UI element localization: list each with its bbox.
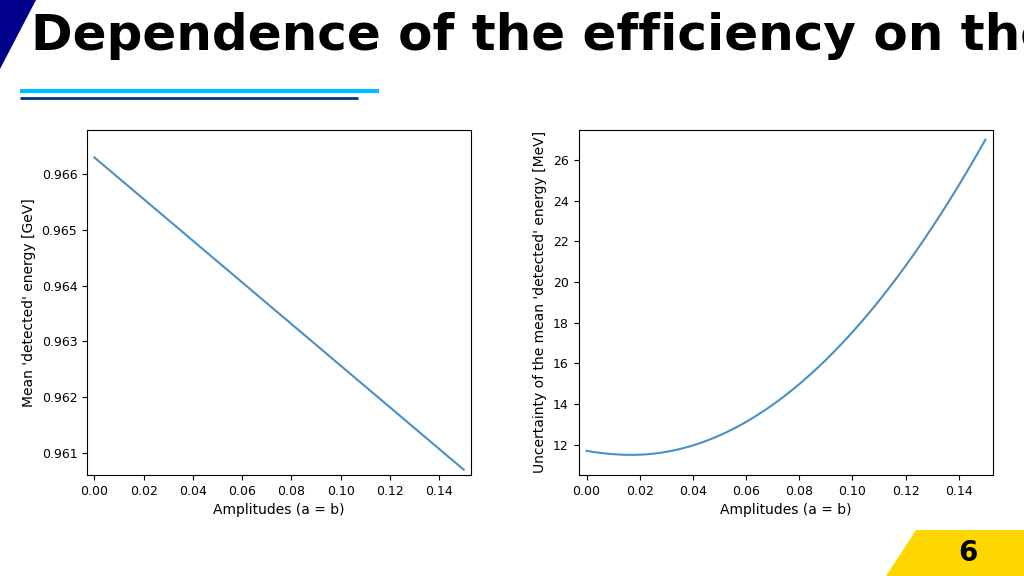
Polygon shape [0, 0, 36, 69]
X-axis label: Amplitudes (a = b): Amplitudes (a = b) [720, 503, 852, 517]
Text: 10.10.2024: 10.10.2024 [15, 544, 121, 562]
Polygon shape [886, 530, 1024, 576]
Y-axis label: Mean 'detected' energy [GeV]: Mean 'detected' energy [GeV] [22, 198, 36, 407]
Text: Denys Klekots denys.klekots@cern.ch: Denys Klekots denys.klekots@cern.ch [354, 544, 670, 562]
Text: Dependence of the efficiency on the amplitudes 1 GeV: Dependence of the efficiency on the ampl… [31, 12, 1024, 60]
Text: 6: 6 [958, 539, 977, 567]
Y-axis label: Uncertainty of the mean 'detected' energy [MeV]: Uncertainty of the mean 'detected' energ… [534, 131, 548, 473]
X-axis label: Amplitudes (a = b): Amplitudes (a = b) [213, 503, 345, 517]
